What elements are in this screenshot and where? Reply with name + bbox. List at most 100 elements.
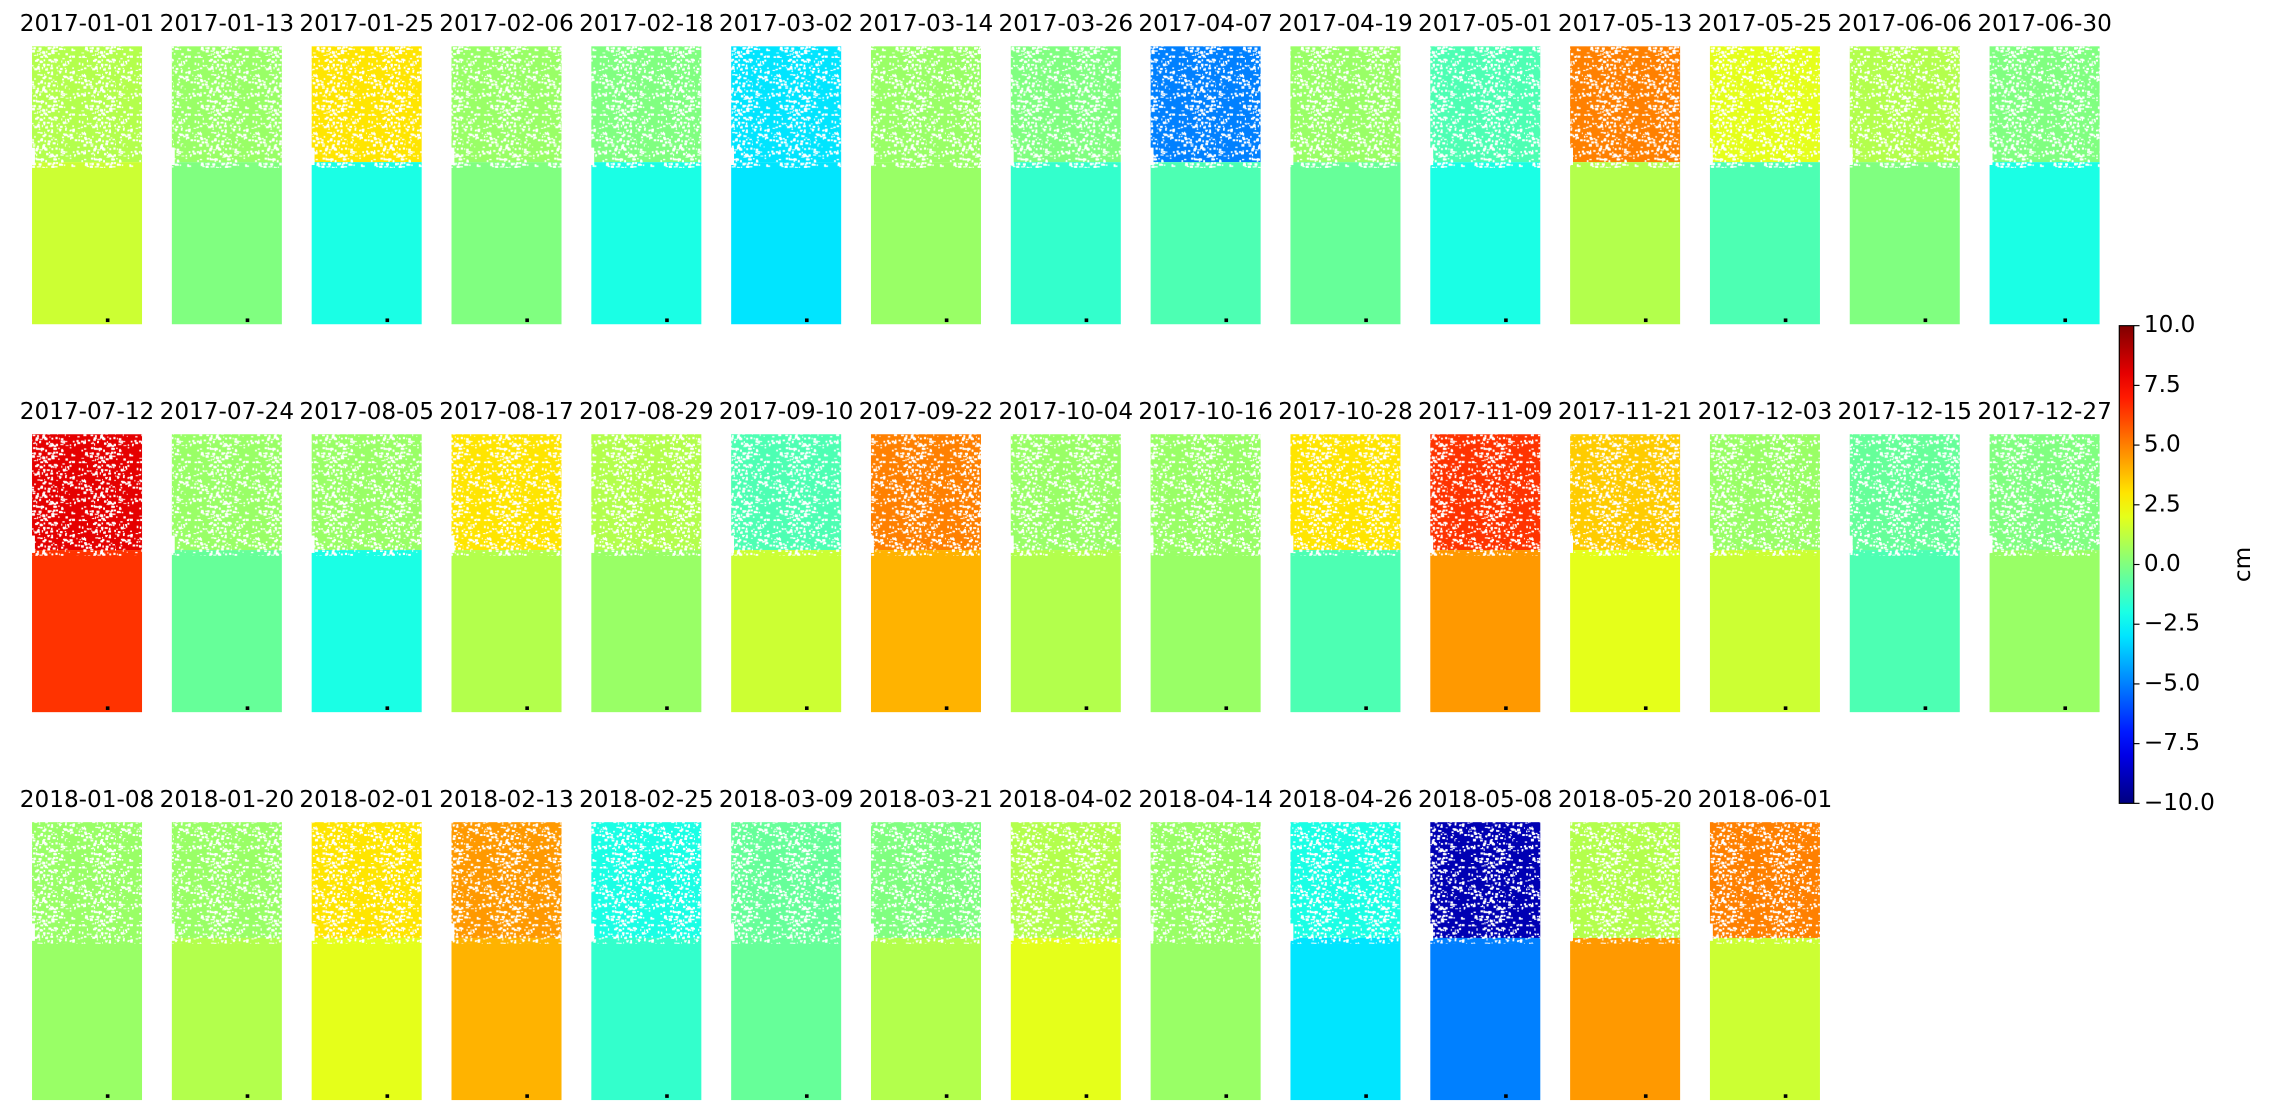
marker xyxy=(1783,318,1788,323)
marker xyxy=(1783,706,1788,710)
edge xyxy=(1708,923,1713,941)
panel-title: 2018-03-21 xyxy=(859,787,993,813)
colorbar-tick-label: −5.0 xyxy=(2144,670,2200,696)
marker xyxy=(385,1094,390,1098)
panel-title: 2017-01-01 xyxy=(20,11,154,37)
panel-title: 2017-04-19 xyxy=(1278,11,1412,37)
marker xyxy=(1224,706,1229,710)
panel-bottom xyxy=(1849,550,1960,713)
edge xyxy=(589,535,595,553)
edge xyxy=(1708,147,1713,166)
colorbar-tick-label: 10.0 xyxy=(2144,312,2196,338)
speckle xyxy=(1570,46,1681,168)
colorbar-tick-label: 5.0 xyxy=(2144,432,2181,458)
speckle xyxy=(1570,822,1681,944)
edge xyxy=(1568,923,1574,941)
marker xyxy=(1923,318,1928,323)
marker xyxy=(105,1094,110,1098)
panel-bottom xyxy=(1989,162,2100,325)
marker xyxy=(1364,1094,1368,1098)
marker xyxy=(665,1094,669,1098)
speckle xyxy=(1709,46,1820,168)
speckle xyxy=(1290,822,1401,944)
marker xyxy=(1504,318,1508,323)
panel-title: 2017-09-22 xyxy=(859,399,993,425)
marker xyxy=(1364,318,1368,323)
marker xyxy=(525,706,529,710)
panel-bottom xyxy=(731,550,842,713)
panel-bottom xyxy=(1290,937,1401,1101)
speckle xyxy=(591,434,702,556)
speckle xyxy=(171,822,282,944)
panel-bottom xyxy=(1849,162,1960,325)
panel-title: 2017-03-26 xyxy=(999,11,1133,37)
edge xyxy=(589,923,595,941)
panel-title: 2018-01-20 xyxy=(160,787,294,813)
panel-title: 2017-11-21 xyxy=(1558,399,1692,425)
marker xyxy=(1923,706,1928,710)
edge xyxy=(1568,535,1574,553)
edge xyxy=(1988,147,1993,166)
panel-bottom xyxy=(1290,550,1401,713)
speckle xyxy=(1989,434,2100,556)
edge xyxy=(310,535,315,553)
panel-title: 2017-05-01 xyxy=(1418,11,1552,37)
edge xyxy=(30,923,35,941)
panel-title: 2017-04-07 xyxy=(1138,11,1272,37)
marker xyxy=(1084,318,1089,323)
edge xyxy=(1009,535,1014,553)
speckle xyxy=(731,46,842,168)
panel-bottom xyxy=(591,162,702,325)
edge xyxy=(589,147,595,166)
speckle xyxy=(1150,822,1261,944)
panel-title: 2017-08-05 xyxy=(299,399,433,425)
colorbar-tick-label: 7.5 xyxy=(2144,372,2181,398)
panel-bottom xyxy=(171,937,282,1101)
panel-bottom xyxy=(1709,550,1820,713)
panel-bottom xyxy=(1570,162,1681,325)
edge xyxy=(869,147,874,166)
panel-title: 2018-03-09 xyxy=(719,787,853,813)
panel-title: 2018-01-08 xyxy=(20,787,154,813)
speckle xyxy=(451,822,562,944)
panel-title: 2017-03-14 xyxy=(859,11,993,37)
panel-bottom xyxy=(451,162,562,325)
speckle xyxy=(1989,46,2100,168)
speckle xyxy=(1570,434,1681,556)
panel-bottom xyxy=(1290,162,1401,325)
edge xyxy=(170,535,175,553)
edge xyxy=(1289,535,1294,553)
marker xyxy=(804,318,809,323)
speckle xyxy=(870,822,981,944)
speckle xyxy=(1709,822,1820,944)
speckle xyxy=(32,822,143,944)
marker xyxy=(385,318,390,323)
edge xyxy=(170,923,175,941)
colorbar-tick-label: 0.0 xyxy=(2144,551,2181,577)
panel-title: 2017-01-13 xyxy=(160,11,294,37)
panel-bottom xyxy=(311,162,422,325)
speckle xyxy=(1849,434,1960,556)
panel-bottom xyxy=(32,937,143,1101)
edge xyxy=(1289,923,1294,941)
speckle xyxy=(311,434,422,556)
panel-title: 2018-04-14 xyxy=(1138,787,1272,813)
panel-bottom xyxy=(311,937,422,1101)
panel-bottom xyxy=(591,550,702,713)
marker xyxy=(1504,706,1508,710)
edge xyxy=(1149,147,1154,166)
panel-bottom xyxy=(1430,550,1541,713)
panel-bottom xyxy=(1150,162,1261,325)
speckle xyxy=(1150,434,1261,556)
panel-bottom xyxy=(1150,550,1261,713)
panel-title: 2017-10-04 xyxy=(999,399,1133,425)
edge xyxy=(1428,147,1434,166)
panel-title: 2017-06-06 xyxy=(1838,11,1972,37)
edge xyxy=(1428,923,1434,941)
speckle xyxy=(171,46,282,168)
panel-bottom xyxy=(1010,550,1121,713)
speckle xyxy=(171,434,282,556)
edge xyxy=(1848,147,1853,166)
panel-bottom xyxy=(870,937,981,1101)
edge xyxy=(1009,923,1014,941)
